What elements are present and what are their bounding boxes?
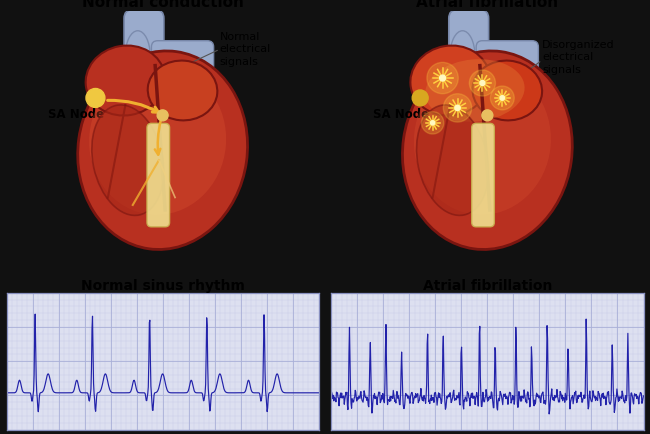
FancyBboxPatch shape bbox=[124, 10, 164, 82]
Ellipse shape bbox=[402, 51, 572, 250]
Circle shape bbox=[490, 86, 514, 110]
Circle shape bbox=[157, 110, 168, 121]
Text: SA Node: SA Node bbox=[48, 108, 104, 122]
Text: Normal
electrical
signals: Normal electrical signals bbox=[220, 32, 271, 66]
Ellipse shape bbox=[417, 105, 489, 215]
Circle shape bbox=[430, 121, 435, 125]
Ellipse shape bbox=[125, 31, 150, 81]
Circle shape bbox=[500, 96, 504, 100]
Circle shape bbox=[86, 89, 105, 107]
Circle shape bbox=[480, 81, 485, 85]
Title: Normal conduction: Normal conduction bbox=[82, 0, 244, 10]
Ellipse shape bbox=[450, 31, 475, 81]
FancyBboxPatch shape bbox=[448, 10, 489, 82]
Ellipse shape bbox=[425, 59, 525, 122]
Title: Normal sinus rhythm: Normal sinus rhythm bbox=[81, 279, 244, 293]
Ellipse shape bbox=[78, 51, 248, 250]
Ellipse shape bbox=[414, 66, 551, 215]
Circle shape bbox=[427, 62, 458, 94]
Text: Disorganized
electrical
signals: Disorganized electrical signals bbox=[542, 40, 615, 75]
Ellipse shape bbox=[473, 61, 542, 120]
Ellipse shape bbox=[86, 46, 165, 115]
Circle shape bbox=[455, 105, 460, 111]
Circle shape bbox=[412, 90, 428, 106]
Title: Atrial fibrillation: Atrial fibrillation bbox=[416, 0, 558, 10]
Circle shape bbox=[443, 94, 472, 122]
Ellipse shape bbox=[92, 105, 164, 215]
Ellipse shape bbox=[410, 46, 489, 115]
Ellipse shape bbox=[148, 61, 217, 120]
Circle shape bbox=[482, 110, 493, 121]
FancyBboxPatch shape bbox=[147, 123, 170, 227]
Circle shape bbox=[469, 70, 495, 96]
Circle shape bbox=[439, 75, 445, 81]
FancyBboxPatch shape bbox=[476, 41, 538, 72]
Ellipse shape bbox=[89, 66, 226, 215]
FancyBboxPatch shape bbox=[472, 123, 495, 227]
Text: SA Node: SA Node bbox=[373, 108, 429, 122]
FancyBboxPatch shape bbox=[151, 41, 214, 72]
Circle shape bbox=[421, 112, 444, 134]
Title: Atrial fibrillation: Atrial fibrillation bbox=[422, 279, 552, 293]
